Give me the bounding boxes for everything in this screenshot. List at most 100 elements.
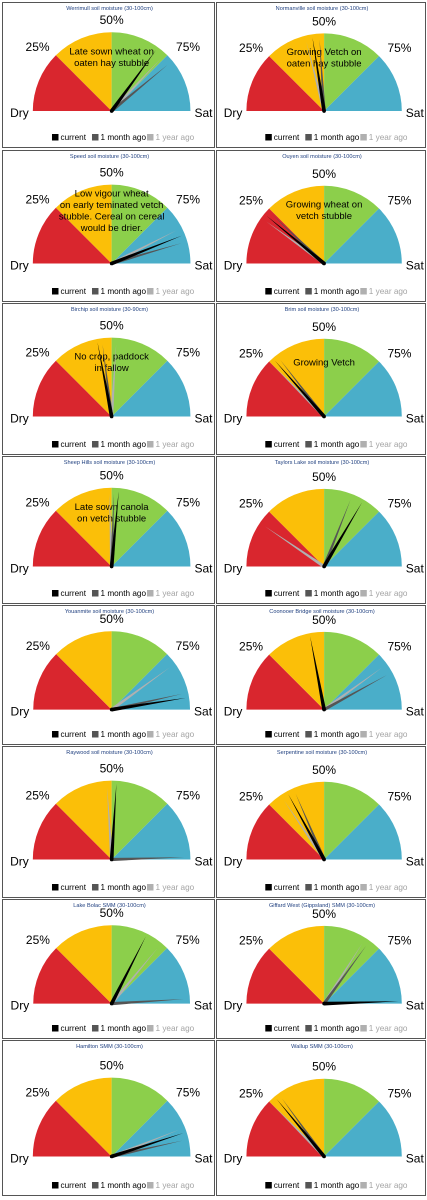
needle-current bbox=[266, 215, 326, 265]
gauge-band-dry bbox=[246, 948, 325, 1004]
annotation-text: Low vigour wheat bbox=[75, 188, 149, 199]
needle-hub bbox=[109, 707, 114, 712]
needle-1-year-ago bbox=[110, 58, 162, 113]
gauge-chart: Brim soil moisture (30-100cm) 50% 25% 75% Dr… bbox=[224, 307, 425, 449]
legend-1-month-ago-label: 1 month ago bbox=[314, 883, 360, 892]
legend-1-month-ago-label: 1 month ago bbox=[100, 440, 146, 449]
needle-1-month-ago bbox=[111, 243, 182, 266]
label-dry: Dry bbox=[11, 999, 30, 1013]
label-75: 75% bbox=[176, 346, 200, 360]
needle-current bbox=[97, 342, 114, 417]
needle-1-month-ago bbox=[111, 1140, 183, 1158]
legend-1-month-ago-label: 1 month ago bbox=[314, 287, 360, 296]
gauge-band-sat bbox=[111, 207, 191, 264]
legend-current-swatch bbox=[265, 731, 272, 738]
gauge-chart: Wallup SMM (30-100cm) 50% 25% 75% Dry Sat curr… bbox=[224, 1044, 425, 1190]
legend-1-year-ago-swatch bbox=[146, 590, 154, 597]
label-50: 50% bbox=[312, 167, 336, 181]
label-25: 25% bbox=[239, 789, 263, 803]
gauge-band-dry bbox=[246, 804, 325, 860]
label-75: 75% bbox=[176, 639, 200, 653]
label-sat: Sat bbox=[406, 106, 425, 120]
needle-1-month-ago bbox=[295, 793, 326, 861]
gauge-band-50 bbox=[111, 780, 168, 860]
gauge-band-sat bbox=[324, 511, 402, 567]
gauge-title: Taylors Lake soil moisture (30-100cm) bbox=[275, 460, 370, 466]
label-25: 25% bbox=[239, 193, 263, 207]
legend-1-year-ago-swatch bbox=[146, 731, 154, 738]
gauge-band-25 bbox=[56, 925, 112, 1004]
legend-1-month-ago-swatch bbox=[305, 288, 312, 295]
annotation-text: oaten hay stubble bbox=[287, 59, 362, 70]
gauge-title: Speed soil moisture (30-100cm) bbox=[70, 154, 149, 160]
gauge-band-sat bbox=[324, 948, 402, 1004]
label-sat: Sat bbox=[194, 854, 213, 868]
label-75: 75% bbox=[387, 346, 411, 360]
legend-current-label: current bbox=[274, 589, 300, 598]
needle-current bbox=[109, 491, 119, 567]
gauge-band-25 bbox=[55, 1077, 112, 1157]
gauge-band-50 bbox=[324, 185, 380, 264]
legend-1-month-ago-label: 1 month ago bbox=[100, 287, 146, 296]
label-dry: Dry bbox=[224, 106, 243, 120]
label-sat: Sat bbox=[194, 705, 213, 719]
gauge-panel: Brim soil moisture (30-100cm) 50% 25% 75% Dr… bbox=[216, 303, 426, 455]
needle-current bbox=[111, 1133, 184, 1159]
label-25: 25% bbox=[26, 346, 50, 360]
label-25: 25% bbox=[239, 346, 263, 360]
gauge-panel: Coonooer Bridge soil moisture (30-100cm)… bbox=[216, 605, 426, 745]
gauge-band-25 bbox=[269, 33, 325, 112]
legend-1-month-ago-swatch bbox=[305, 590, 312, 597]
gauge-band-25 bbox=[269, 925, 325, 1004]
legend-1-year-ago-label: 1 year ago bbox=[155, 1181, 194, 1190]
legend-1-month-ago-label: 1 month ago bbox=[100, 1024, 146, 1033]
label-75: 75% bbox=[387, 934, 411, 948]
label-25: 25% bbox=[26, 789, 50, 803]
legend-1-month-ago-label: 1 month ago bbox=[100, 589, 146, 598]
label-sat: Sat bbox=[406, 411, 425, 425]
gauge-band-dry bbox=[33, 948, 112, 1004]
legend-1-month-ago-swatch bbox=[91, 1025, 99, 1032]
gauge-title: Serpentine soil moisture (30-100cm) bbox=[277, 750, 367, 756]
legend-1-year-ago-label: 1 year ago bbox=[155, 883, 194, 892]
needle-1-month-ago bbox=[111, 857, 185, 862]
gauge-band-dry bbox=[32, 510, 112, 567]
gauge-band-sat bbox=[324, 361, 402, 417]
gauge-title: Giffard West (Gippsland) SMM (30-100cm) bbox=[269, 903, 375, 909]
label-sat: Sat bbox=[406, 1151, 425, 1165]
legend-1-month-ago-swatch bbox=[91, 590, 99, 597]
legend-1-year-ago-swatch bbox=[146, 441, 154, 448]
needle-current bbox=[274, 360, 326, 418]
needle-1-year-ago bbox=[273, 1105, 326, 1158]
needle-hub bbox=[109, 857, 114, 862]
label-50: 50% bbox=[100, 1059, 124, 1073]
gauge-chart: Youanmite soil moisture (30-100cm)50% 25%… bbox=[11, 609, 213, 739]
legend-1-year-ago-swatch bbox=[146, 134, 154, 141]
gauge-panel: Wallup SMM (30-100cm) 50% 25% 75% Dry Sat curr… bbox=[216, 1040, 426, 1196]
label-sat: Sat bbox=[194, 1151, 213, 1165]
legend-current-label: current bbox=[60, 730, 86, 739]
needle-current bbox=[312, 37, 326, 112]
label-75: 75% bbox=[176, 1086, 200, 1100]
label-75: 75% bbox=[387, 1086, 411, 1100]
gauge-band-dry bbox=[32, 55, 112, 112]
gauge-panel: Youanmite soil moisture (30-100cm) 50% 25%… bbox=[2, 605, 215, 745]
needle-1-year-ago bbox=[110, 667, 170, 711]
legend-current-label: current bbox=[274, 287, 300, 296]
legend-1-year-ago-label: 1 year ago bbox=[369, 440, 408, 449]
gauge-chart: Normanville soil moisture (30-100cm) 50% 2… bbox=[224, 6, 425, 142]
annotation-text: on early teminated vetch bbox=[60, 200, 164, 211]
gauge-band-50 bbox=[111, 184, 168, 264]
label-75: 75% bbox=[387, 496, 411, 510]
gauge-title: Normanville soil moisture (30-100cm) bbox=[276, 6, 369, 12]
needle-current bbox=[110, 49, 157, 113]
label-dry: Dry bbox=[224, 562, 243, 576]
gauge-band-50 bbox=[324, 488, 380, 567]
gauge-title: Wallup SMM (30-100cm) bbox=[291, 1044, 353, 1050]
label-50: 50% bbox=[100, 612, 124, 626]
needle-hub bbox=[109, 109, 114, 113]
label-dry: Dry bbox=[224, 705, 243, 719]
legend-1-year-ago-label: 1 year ago bbox=[369, 730, 408, 739]
legend-current-label: current bbox=[274, 133, 300, 142]
gauge-band-50 bbox=[111, 925, 168, 1004]
